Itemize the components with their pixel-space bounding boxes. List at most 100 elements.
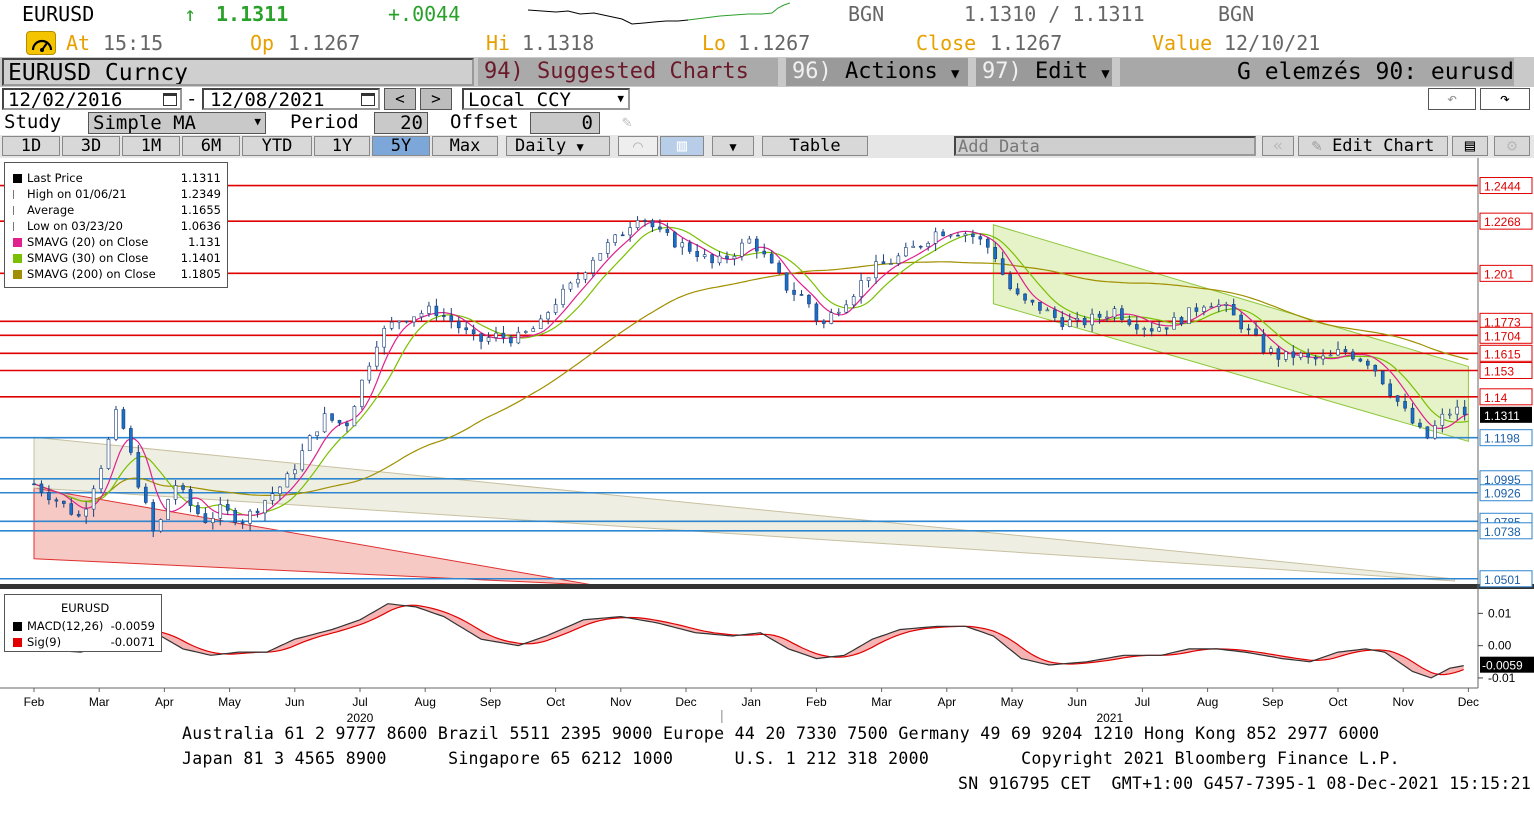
undo-button[interactable]: ↶ (1428, 88, 1476, 110)
candle-body (54, 499, 59, 502)
candle-body (1000, 258, 1005, 275)
candle-body (285, 473, 290, 488)
price-chart[interactable]: Feb Mar Apr May Jun Jul Aug Sep Oct Nov Dec Jan Feb M… (0, 158, 1534, 723)
level-tag (1479, 429, 1533, 447)
candle-body (129, 428, 133, 453)
legend-swatch (13, 270, 22, 279)
currency-value: Local CCY (468, 89, 571, 110)
candle-body (501, 332, 506, 338)
security-field[interactable]: EURUSD Curncy (2, 58, 474, 86)
candle-body (747, 238, 752, 244)
level-tag-label: 1.153 (1484, 365, 1514, 379)
offset-value: 0 (581, 112, 593, 134)
calendar-icon[interactable] (361, 93, 375, 106)
legend-label: Average (27, 203, 75, 217)
tab-1m[interactable]: 1M (122, 136, 180, 156)
study-value: Simple MA (93, 112, 196, 134)
candle-body (971, 233, 975, 237)
candle-chart-toggle[interactable]: ▥ (660, 136, 704, 156)
candle-body (1462, 406, 1467, 415)
tab-3d[interactable]: 3D (62, 136, 120, 156)
redo-button[interactable]: ↷ (1480, 88, 1530, 110)
red-channel (33, 487, 593, 586)
last-price: 1.1311 (216, 2, 289, 26)
end-date-field[interactable]: 12/08/2021 (202, 88, 380, 110)
open-value: 1.1267 (288, 31, 361, 55)
caret-down-icon: ▼ (729, 140, 737, 154)
x-tick-label: Feb (806, 695, 827, 709)
candle-body (1187, 307, 1191, 325)
legend-label: Last Price (27, 171, 83, 185)
level-tag (1479, 344, 1533, 362)
candle-body (591, 259, 595, 274)
tab-5y[interactable]: 5Y (372, 136, 430, 156)
candle-body (69, 503, 74, 515)
candle-body (1239, 314, 1243, 330)
legend-row: SMAVG (200) on Close 1.1805 (13, 267, 221, 283)
next-range-button[interactable]: > (420, 88, 452, 110)
offset-input[interactable]: 0 (530, 112, 600, 134)
x-tick-label: Jun (285, 695, 304, 709)
speedometer-icon[interactable] (26, 31, 56, 55)
edit-button[interactable]: 97) Edit ▼ (976, 58, 1112, 86)
candle-body (1455, 406, 1460, 415)
candle-body (1447, 413, 1452, 416)
candle-body (889, 263, 893, 265)
candle-body (1164, 327, 1169, 330)
edit-chart-button[interactable]: ✎ Edit Chart (1298, 136, 1448, 156)
suggested-charts-button[interactable]: 94) Suggested Charts (478, 58, 778, 86)
frequency-select[interactable]: Daily ▼ (506, 136, 610, 156)
candle-body (941, 231, 945, 237)
prev-range-button[interactable]: < (384, 88, 416, 110)
actions-label: Actions (845, 59, 938, 84)
tab-1y[interactable]: 1Y (314, 136, 370, 156)
candle-body (322, 413, 327, 433)
tab-ytd[interactable]: YTD (242, 136, 312, 156)
candle-body (263, 500, 267, 514)
candle-body (807, 294, 811, 305)
candle-body (620, 234, 625, 237)
pen-icon[interactable]: ✎ (622, 112, 632, 131)
candle-body (1216, 304, 1221, 307)
study-select[interactable]: Simple MA ▼ (88, 112, 266, 134)
macd-histogram-fill (34, 603, 1464, 678)
add-data-field[interactable]: Add Data (954, 136, 1256, 156)
caret-down-icon: ▼ (254, 115, 261, 128)
candle-body (1015, 288, 1020, 295)
candle-body (99, 468, 103, 490)
macd-tag (1480, 656, 1534, 673)
candle-body (926, 243, 930, 247)
x-tick-label: Aug (1197, 695, 1218, 709)
tab-1d[interactable]: 1D (2, 136, 60, 156)
candle-body (1179, 317, 1184, 325)
candle-body (1395, 395, 1400, 402)
candle-body (978, 236, 983, 240)
candle-body (345, 422, 349, 427)
tab-max[interactable]: Max (432, 136, 498, 156)
collapse-button[interactable]: « (1262, 136, 1294, 156)
start-date-field[interactable]: 12/02/2016 (2, 88, 182, 110)
candle-body (1194, 307, 1199, 312)
candle-body (754, 238, 759, 252)
line-chart-toggle[interactable]: ⌒ (618, 136, 658, 156)
tab-6m[interactable]: 6M (182, 136, 240, 156)
chart-style-dropdown[interactable]: ▼ (712, 136, 754, 156)
intraday-sparkline (528, 2, 790, 25)
candle-body (471, 329, 476, 335)
gear-icon[interactable]: ⚙ (1494, 136, 1530, 156)
calendar-icon[interactable] (163, 93, 177, 106)
level-tag-label: 1.1198 (1484, 432, 1520, 446)
chart-settings-icon[interactable]: ▤ (1452, 136, 1488, 156)
actions-button[interactable]: 96) Actions ▼ (786, 58, 968, 86)
candle-body (866, 277, 871, 281)
currency-select[interactable]: Local CCY ▼ (462, 88, 630, 110)
macd-line (33, 603, 1464, 679)
candle-body (1202, 306, 1206, 312)
offset-label: Offset (450, 111, 519, 133)
legend-swatch (13, 622, 22, 631)
period-input[interactable]: 20 (374, 112, 428, 134)
table-button[interactable]: Table (762, 136, 868, 156)
x-tick-label: Jul (352, 695, 367, 709)
candle-body (687, 242, 692, 252)
at-time: 15:15 (103, 31, 164, 55)
